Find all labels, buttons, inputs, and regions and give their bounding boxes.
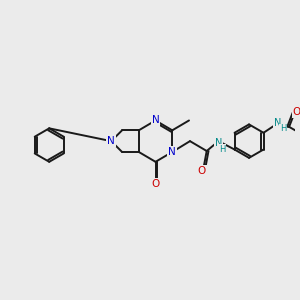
Text: H: H — [219, 145, 226, 154]
Text: O: O — [198, 166, 206, 176]
Text: H: H — [280, 124, 286, 133]
Text: N: N — [274, 118, 281, 128]
Text: N: N — [152, 116, 159, 125]
Text: O: O — [293, 107, 300, 117]
Text: N: N — [107, 136, 115, 146]
Text: N: N — [215, 138, 222, 148]
Text: O: O — [152, 179, 160, 190]
Text: N: N — [168, 147, 176, 157]
